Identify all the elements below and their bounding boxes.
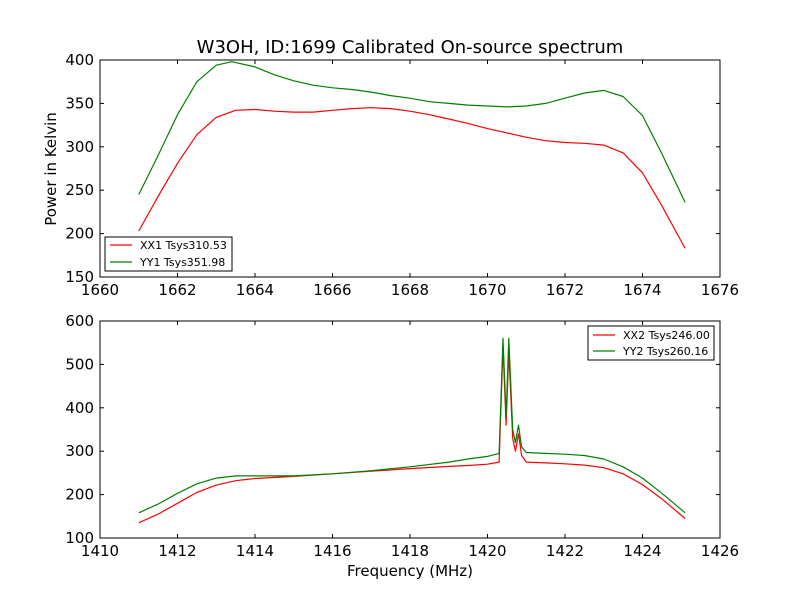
bottom-x-tick-label: 1424 bbox=[623, 542, 661, 560]
top-y-tick-label: 150 bbox=[65, 268, 94, 286]
bottom-x-tick-label: 1420 bbox=[468, 542, 506, 560]
top-x-tick-label: 1666 bbox=[313, 281, 351, 299]
top-ticks: 1660 1662 1664 1666 1668 1670 1672 1674 1676 150 2… bbox=[65, 51, 739, 299]
bottom-series-group bbox=[138, 337, 686, 524]
bottom-x-tick-label: 1416 bbox=[313, 542, 351, 560]
top-x-tick-label: 1670 bbox=[468, 281, 506, 299]
chart-title: W3OH, ID:1699 Calibrated On-source spect… bbox=[197, 37, 624, 58]
bottom-x-tick-label: 1422 bbox=[546, 542, 584, 560]
top-y-tick-label: 400 bbox=[65, 51, 94, 69]
top-x-tick-label: 1664 bbox=[236, 281, 274, 299]
top-x-tick-label: 1674 bbox=[623, 281, 661, 299]
bottom-x-tick-label: 1414 bbox=[236, 542, 274, 560]
bottom-x-tick-label: 1426 bbox=[701, 542, 739, 560]
top-legend-label-yy1: YY1 Tsys351.98 bbox=[139, 256, 225, 269]
top-legend: XX1 Tsys310.53 YY1 Tsys351.98 bbox=[104, 236, 233, 272]
bottom-legend-label-xx2: XX2 Tsys246.00 bbox=[623, 329, 710, 342]
top-panel: 1660 1662 1664 1666 1668 1670 1672 1674 1676 150 2… bbox=[42, 51, 739, 299]
bottom-x-tick-label: 1410 bbox=[81, 542, 119, 560]
top-x-tick-label: 1662 bbox=[158, 281, 196, 299]
bottom-y-tick-label: 600 bbox=[65, 312, 94, 330]
top-y-tick-label: 250 bbox=[65, 181, 94, 199]
top-y-tick-label: 300 bbox=[65, 138, 94, 156]
top-series-group bbox=[138, 61, 686, 249]
top-x-tick-label: 1660 bbox=[81, 281, 119, 299]
bottom-y-tick-label: 400 bbox=[65, 399, 94, 417]
bottom-y-tick-label: 500 bbox=[65, 355, 94, 373]
bottom-series-line-1 bbox=[138, 337, 686, 514]
bottom-legend: XX2 Tsys246.00 YY2 Tsys260.16 bbox=[587, 325, 715, 361]
top-y-axis-label: Power in Kelvin bbox=[42, 112, 60, 226]
bottom-y-tick-label: 100 bbox=[65, 529, 94, 547]
bottom-legend-label-yy2: YY2 Tsys260.16 bbox=[622, 345, 708, 358]
bottom-ticks: 1410 1412 1414 1416 1418 1420 1422 1424 1426 100 2… bbox=[65, 312, 739, 560]
top-legend-box bbox=[104, 236, 233, 272]
top-y-tick-label: 200 bbox=[65, 225, 94, 243]
top-series-line-1 bbox=[138, 61, 686, 203]
bottom-x-tick-label: 1412 bbox=[158, 542, 196, 560]
top-legend-label-xx1: XX1 Tsys310.53 bbox=[140, 239, 227, 252]
top-y-tick-label: 350 bbox=[65, 94, 94, 112]
bottom-x-axis-label: Frequency (MHz) bbox=[347, 562, 473, 580]
bottom-x-tick-label: 1418 bbox=[391, 542, 429, 560]
bottom-legend-box bbox=[587, 325, 715, 361]
bottom-panel: 1410 1412 1414 1416 1418 1420 1422 1424 1426 100 2… bbox=[65, 312, 739, 580]
bottom-y-tick-label: 300 bbox=[65, 442, 94, 460]
top-x-tick-label: 1668 bbox=[391, 281, 429, 299]
top-x-tick-label: 1676 bbox=[701, 281, 739, 299]
top-x-tick-label: 1672 bbox=[546, 281, 584, 299]
bottom-y-tick-label: 200 bbox=[65, 486, 94, 504]
top-series-line-0 bbox=[138, 107, 686, 249]
